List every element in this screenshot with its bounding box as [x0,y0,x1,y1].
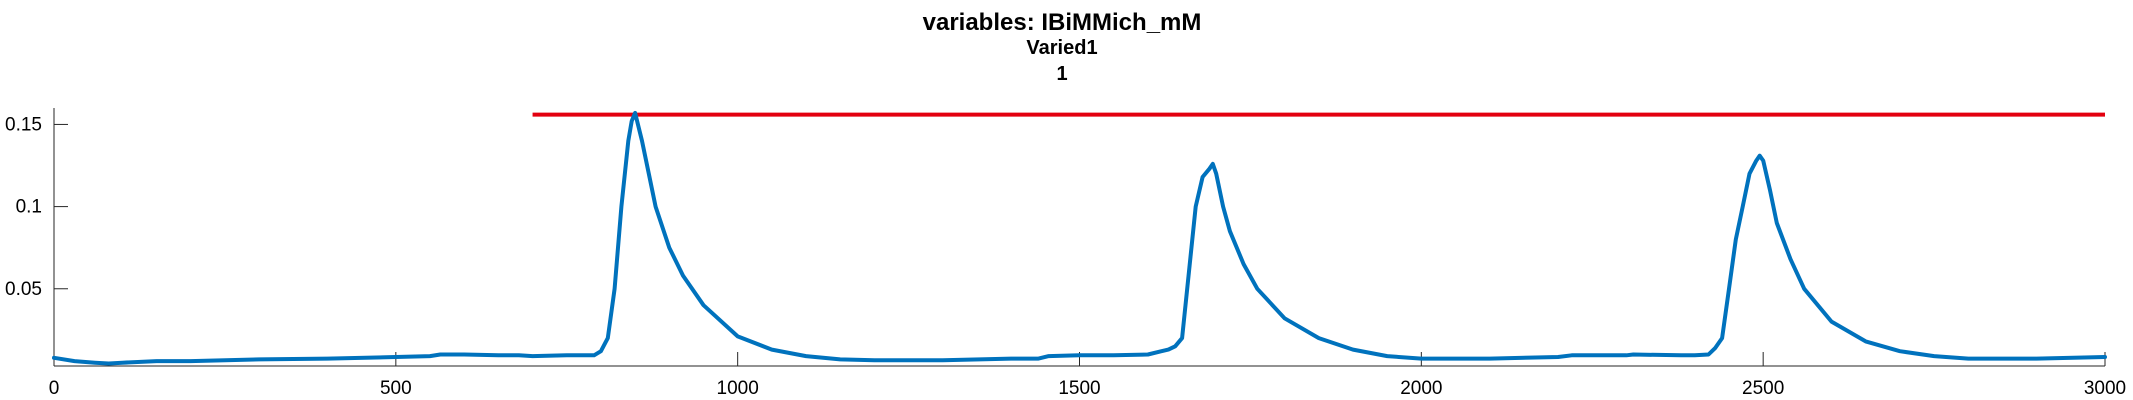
y-tick-label: 0.1 [16,197,42,218]
x-tick-label: 1000 [717,378,759,399]
plot-marks [52,110,2107,366]
x-tick-label: 0 [49,378,60,399]
y-tick-label: 0.05 [5,279,42,300]
x-tick-label: 2000 [1400,378,1442,399]
chart-subtitle-line-2: 1 [1056,63,1067,85]
x-tick-label: 3000 [2084,378,2126,399]
x-tick-label: 2500 [1742,378,1784,399]
series-line-1 [52,110,2107,366]
x-tick-label: 1500 [1058,378,1100,399]
chart-title: variables: IBiMMich_mM [923,9,1202,36]
x-tick-label: 500 [380,378,412,399]
y-tick-label: 0.15 [5,114,42,135]
plot-axes: 0 500 1000 1500 2000 2500 3000 0.05 0.1 0.15 [5,108,2126,399]
chart-subtitle-line-1: Varied1 [1026,37,1097,59]
